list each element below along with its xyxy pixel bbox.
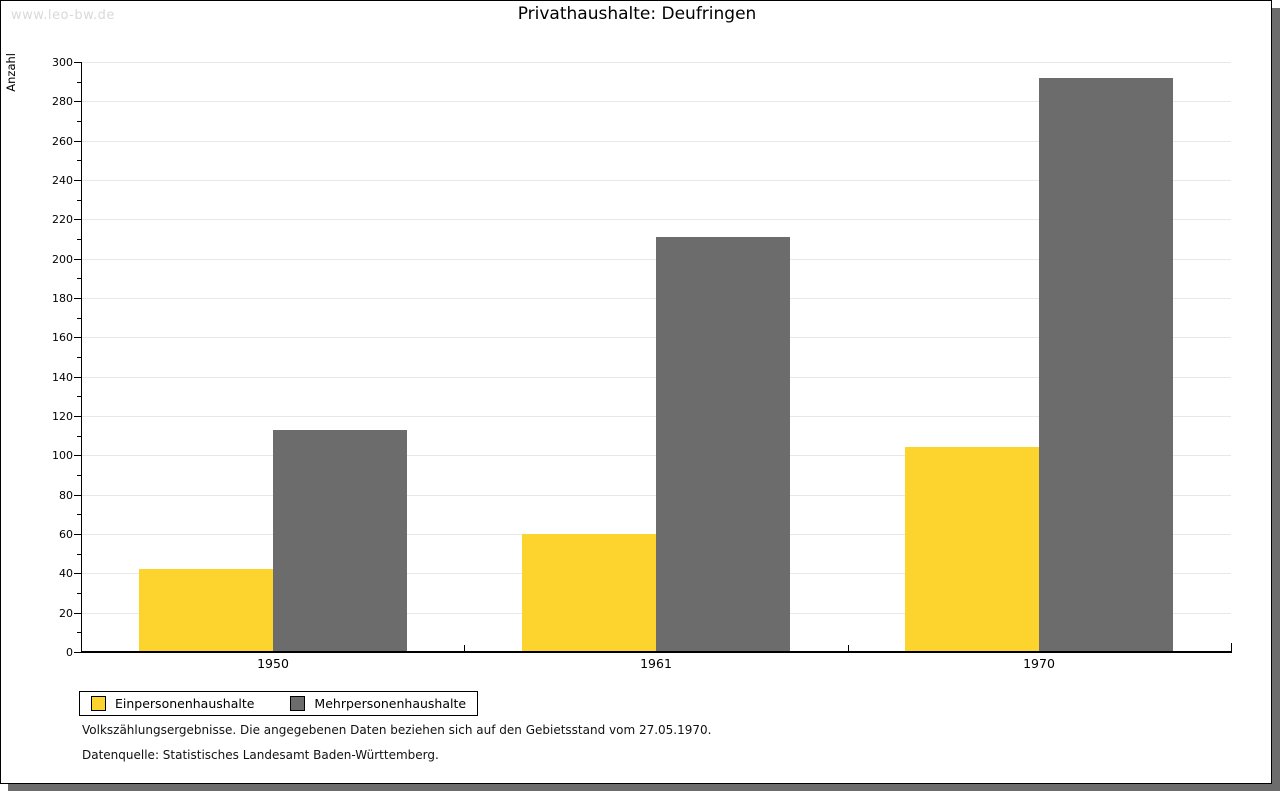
y-tick-230 — [77, 200, 81, 201]
bar-einpersonenhaushalte-1961 — [522, 534, 656, 652]
y-tick-250 — [77, 160, 81, 161]
gridline-220 — [82, 219, 1231, 220]
y-tick-label-160: 160 — [52, 331, 73, 344]
y-tick-180 — [74, 298, 81, 299]
bar-einpersonenhaushalte-1970 — [905, 447, 1039, 652]
y-tick-170 — [77, 318, 81, 319]
legend-label-2: Mehrpersonenhaushalte — [314, 696, 467, 711]
y-tick-110 — [77, 436, 81, 437]
y-tick-240 — [74, 180, 81, 181]
gridline-240 — [82, 180, 1231, 181]
legend-swatch-2 — [290, 696, 306, 711]
y-tick-20 — [74, 613, 81, 614]
panel-shadow-right — [1272, 8, 1280, 784]
y-tick-80 — [74, 495, 81, 496]
legend-entry-2: Mehrpersonenhaushalte — [290, 696, 466, 711]
y-tick-260 — [74, 141, 81, 142]
y-tick-0 — [74, 652, 81, 653]
y-tick-label-240: 240 — [52, 174, 73, 187]
y-tick-label-300: 300 — [52, 56, 73, 69]
y-tick-label-0: 0 — [66, 646, 73, 659]
y-tick-30 — [77, 593, 81, 594]
x-axis-line — [81, 651, 1232, 653]
bar-mehrpersonenhaushalte-1961 — [656, 237, 790, 652]
legend-swatch-1 — [91, 696, 106, 711]
x-category-label-1970: 1970 — [1023, 656, 1055, 671]
footer-data-source: Datenquelle: Statistisches Landesamt Bad… — [82, 748, 439, 762]
gridline-260 — [82, 141, 1231, 142]
y-tick-120 — [74, 416, 81, 417]
y-tick-50 — [77, 554, 81, 555]
y-tick-label-280: 280 — [52, 95, 73, 108]
y-tick-10 — [77, 632, 81, 633]
panel-shadow-bottom — [8, 784, 1280, 791]
chart-title: Privathaushalte: Deufringen — [517, 4, 757, 24]
bar-mehrpersonenhaushalte-1950 — [273, 430, 407, 652]
gridline-280 — [82, 101, 1231, 102]
y-tick-label-60: 60 — [59, 528, 73, 541]
y-tick-220 — [74, 219, 81, 220]
y-tick-label-120: 120 — [52, 410, 73, 423]
y-tick-label-80: 80 — [59, 489, 73, 502]
y-tick-label-220: 220 — [52, 213, 73, 226]
y-tick-160 — [74, 337, 81, 338]
x-group-tick-1 — [464, 645, 465, 652]
y-tick-label-200: 200 — [52, 253, 73, 266]
y-tick-280 — [74, 101, 81, 102]
bar-einpersonenhaushalte-1950 — [139, 569, 273, 652]
x-group-tick-2 — [848, 645, 849, 652]
bar-mehrpersonenhaushalte-1970 — [1039, 78, 1173, 652]
y-tick-label-40: 40 — [59, 567, 73, 580]
y-tick-140 — [74, 377, 81, 378]
gridline-300 — [82, 62, 1231, 63]
y-tick-270 — [77, 121, 81, 122]
y-tick-70 — [77, 514, 81, 515]
y-tick-130 — [77, 396, 81, 397]
y-axis-line — [81, 62, 82, 652]
y-tick-90 — [77, 475, 81, 476]
y-tick-190 — [77, 278, 81, 279]
y-tick-label-140: 140 — [52, 371, 73, 384]
legend-label-1: Einpersonenhaushalte — [115, 696, 255, 711]
y-axis-label: Anzahl — [4, 53, 18, 92]
y-tick-40 — [74, 573, 81, 574]
y-tick-210 — [77, 239, 81, 240]
y-tick-290 — [77, 82, 81, 83]
footer-source-note: Volkszählungsergebnisse. Die angegebenen… — [82, 723, 712, 737]
y-tick-label-180: 180 — [52, 292, 73, 305]
y-tick-150 — [77, 357, 81, 358]
y-tick-300 — [74, 62, 81, 63]
y-tick-60 — [74, 534, 81, 535]
legend-box: Einpersonenhaushalte Mehrpersonenhaushalt… — [79, 691, 479, 716]
y-tick-100 — [74, 455, 81, 456]
y-tick-label-100: 100 — [52, 449, 73, 462]
y-tick-200 — [74, 259, 81, 260]
y-tick-label-20: 20 — [59, 607, 73, 620]
legend-entry-1: Einpersonenhaushalte — [91, 696, 254, 711]
watermark-leo-bw: www.leo-bw.de — [11, 8, 115, 23]
x-category-label-1961: 1961 — [640, 656, 672, 671]
x-category-label-1950: 1950 — [257, 656, 289, 671]
y-tick-label-260: 260 — [52, 135, 73, 148]
x-axis-end-tick — [1231, 643, 1232, 652]
